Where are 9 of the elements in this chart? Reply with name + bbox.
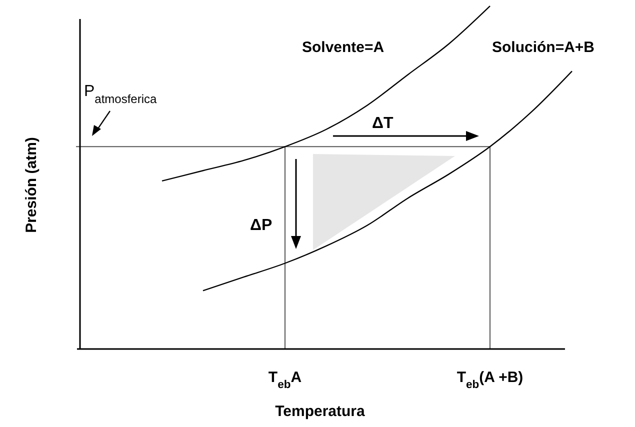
series-label: Solución=A+B	[492, 39, 595, 56]
x-tick-label: T$_{eb}$A	[268, 369, 302, 391]
annotation: ΔT	[372, 115, 394, 132]
series-label: Solvente=A	[302, 39, 384, 56]
annotation: ΔP	[250, 217, 272, 234]
x-axis-title: Temperatura	[275, 403, 366, 420]
x-tick-label: T$_{eb}$(A +B)	[456, 369, 524, 391]
y-axis-title: Presión (atm)	[23, 137, 40, 233]
ref-line-label: P$_{atmosferica}$	[84, 83, 158, 106]
